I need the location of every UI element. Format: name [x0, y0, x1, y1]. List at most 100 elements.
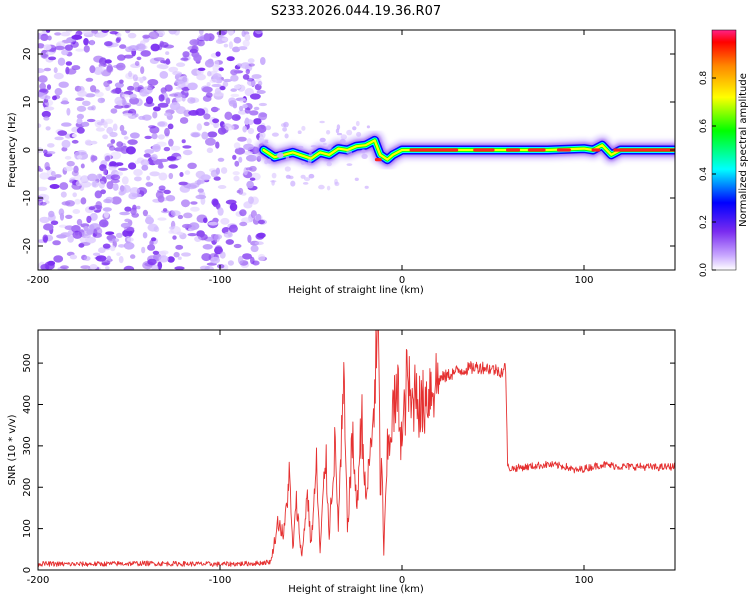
- noise-dot: [210, 256, 220, 264]
- noise-dot: [93, 55, 104, 63]
- noise-dot: [157, 217, 167, 221]
- noise-dot: [258, 219, 265, 225]
- noise-dot: [217, 127, 227, 135]
- noise-dot: [94, 91, 104, 98]
- noise-dot: [257, 80, 263, 86]
- noise-dot: [237, 136, 247, 142]
- noise-dot: [197, 67, 206, 72]
- noise-dot: [173, 251, 180, 258]
- colorbar: 0.0 0.2 0.4 0.6 0.8 Normalized spectral ampl…: [699, 29, 749, 277]
- noise-dot: [116, 141, 124, 148]
- noise-dot: [54, 136, 64, 141]
- spectrogram-y-tick-label: -20: [22, 238, 33, 254]
- noise-dot: [109, 145, 116, 151]
- noise-dot: [46, 84, 52, 90]
- ridge-scatter: [285, 174, 291, 179]
- noise-dot: [65, 61, 73, 66]
- noise-dot: [168, 230, 174, 234]
- noise-dot: [191, 132, 200, 138]
- noise-dot: [102, 207, 112, 212]
- noise-dot: [80, 163, 85, 169]
- noise-dot: [43, 106, 55, 111]
- spectrogram-y-tick-label: 0: [22, 147, 33, 153]
- noise-dot: [127, 32, 137, 39]
- ridge-scatter: [356, 131, 362, 137]
- noise-dot: [69, 254, 78, 260]
- noise-dot: [115, 232, 123, 238]
- ridge-scatter: [328, 145, 332, 150]
- noise-dot: [118, 244, 126, 248]
- noise-dot: [215, 141, 220, 149]
- noise-dot: [54, 88, 63, 96]
- noise-dot: [151, 133, 158, 140]
- noise-dot: [98, 180, 106, 189]
- noise-dot: [64, 155, 72, 160]
- noise-dot: [40, 264, 50, 270]
- noise-dot: [144, 135, 152, 140]
- ridge-scatter: [340, 134, 347, 140]
- noise-dot: [173, 92, 183, 99]
- noise-dot: [39, 172, 50, 180]
- noise-dot: [118, 256, 124, 264]
- noise-dot: [220, 167, 228, 174]
- noise-dot: [180, 57, 189, 61]
- noise-dot: [38, 165, 41, 172]
- noise-dot: [190, 201, 198, 205]
- noise-dot: [117, 147, 126, 152]
- noise-dot: [151, 237, 157, 242]
- noise-dot: [130, 207, 137, 215]
- noise-dot: [245, 68, 250, 75]
- noise-dot: [212, 217, 219, 223]
- colorbar-tick-label: 0.4: [699, 167, 709, 182]
- noise-dot: [168, 138, 174, 147]
- noise-dot: [205, 137, 216, 146]
- noise-dot: [249, 177, 256, 181]
- noise-dot: [196, 73, 206, 81]
- noise-dot: [215, 51, 221, 57]
- noise-dot: [57, 130, 68, 136]
- noise-dot: [241, 217, 252, 224]
- snr-x-label: Height of straight line (km): [288, 584, 424, 595]
- noise-dot: [43, 44, 52, 51]
- noise-dot: [64, 44, 73, 51]
- noise-dot: [182, 51, 190, 58]
- noise-dot: [95, 33, 106, 38]
- noise-dot: [230, 93, 240, 98]
- ridge-scatter: [264, 160, 268, 165]
- noise-dot: [88, 224, 95, 233]
- ridge-scatter: [301, 125, 306, 131]
- ridge-scatter: [341, 142, 346, 145]
- noise-dot: [72, 192, 77, 198]
- ridge-scatter: [265, 125, 272, 131]
- ridge-scatter: [290, 180, 296, 187]
- noise-dot: [45, 126, 51, 131]
- noise-dot: [78, 243, 85, 248]
- noise-dot: [250, 93, 261, 100]
- noise-dot: [110, 108, 118, 114]
- noise-dot: [239, 105, 244, 112]
- noise-dot: [213, 91, 225, 97]
- noise-dot: [75, 48, 85, 52]
- noise-dot: [130, 254, 136, 259]
- ridge-scatter: [300, 161, 306, 165]
- noise-dot: [50, 220, 59, 226]
- noise-dot: [182, 149, 193, 156]
- noise-dot: [211, 83, 222, 88]
- noise-dot: [125, 146, 136, 155]
- noise-dot: [192, 39, 202, 45]
- noise-dot: [233, 175, 240, 182]
- noise-dot: [140, 50, 151, 57]
- noise-dot: [177, 80, 186, 89]
- noise-dot: [61, 100, 69, 105]
- noise-dot: [194, 236, 202, 242]
- noise-dot: [71, 133, 77, 138]
- snr-y-tick-label: 400: [22, 395, 33, 414]
- noise-dot: [157, 195, 165, 203]
- noise-dot: [66, 107, 71, 116]
- noise-dot: [52, 240, 61, 246]
- noise-dot: [130, 132, 140, 139]
- noise-dot: [222, 78, 232, 83]
- noise-dot: [103, 211, 109, 218]
- ridge-scatter: [319, 120, 325, 124]
- noise-dot: [103, 80, 110, 88]
